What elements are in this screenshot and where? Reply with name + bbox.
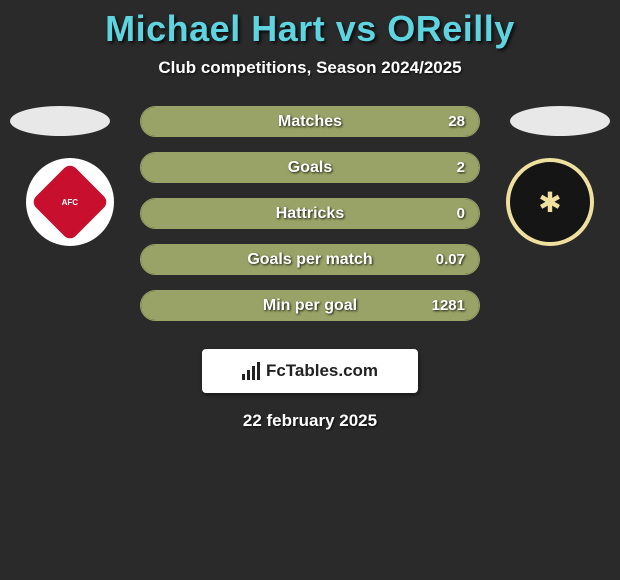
stat-row-hattricks: Hattricks 0 bbox=[140, 198, 480, 229]
club-logo-left-text: AFC bbox=[62, 197, 78, 206]
stat-row-goals-per-match: Goals per match 0.07 bbox=[140, 244, 480, 275]
stat-label: Goals per match bbox=[247, 251, 372, 269]
stat-label: Min per goal bbox=[263, 297, 357, 315]
brand-badge[interactable]: FcTables.com bbox=[202, 349, 418, 393]
stat-row-goals: Goals 2 bbox=[140, 152, 480, 183]
club-logo-right: ✱ bbox=[500, 158, 600, 246]
player-silhouette-left bbox=[10, 106, 110, 136]
stat-value: 0.07 bbox=[436, 251, 465, 268]
chart-icon bbox=[242, 362, 260, 380]
club-logo-left-inner: AFC bbox=[26, 158, 114, 246]
brand-text: FcTables.com bbox=[266, 361, 378, 381]
stat-value: 2 bbox=[457, 159, 465, 176]
thistle-icon: ✱ bbox=[538, 186, 561, 219]
club-logo-right-inner: ✱ bbox=[506, 158, 594, 246]
date-text: 22 february 2025 bbox=[0, 411, 620, 431]
player-silhouette-right bbox=[510, 106, 610, 136]
club-logo-left: AFC bbox=[20, 158, 120, 246]
stat-row-min-per-goal: Min per goal 1281 bbox=[140, 290, 480, 321]
main-area: AFC ✱ Matches 28 Goals 2 Hattricks bbox=[0, 106, 620, 431]
stat-value: 28 bbox=[448, 113, 465, 130]
stats-list: Matches 28 Goals 2 Hattricks 0 Goals per… bbox=[140, 106, 480, 321]
club-logo-left-diamond: AFC bbox=[30, 162, 109, 241]
stat-label: Goals bbox=[288, 159, 332, 177]
subtitle: Club competitions, Season 2024/2025 bbox=[0, 58, 620, 78]
stat-label: Matches bbox=[278, 113, 342, 131]
stat-value: 1281 bbox=[432, 297, 465, 314]
stat-label: Hattricks bbox=[276, 205, 344, 223]
stat-value: 0 bbox=[457, 205, 465, 222]
infographic-container: Michael Hart vs OReilly Club competition… bbox=[0, 0, 620, 431]
page-title: Michael Hart vs OReilly bbox=[0, 8, 620, 50]
stat-row-matches: Matches 28 bbox=[140, 106, 480, 137]
